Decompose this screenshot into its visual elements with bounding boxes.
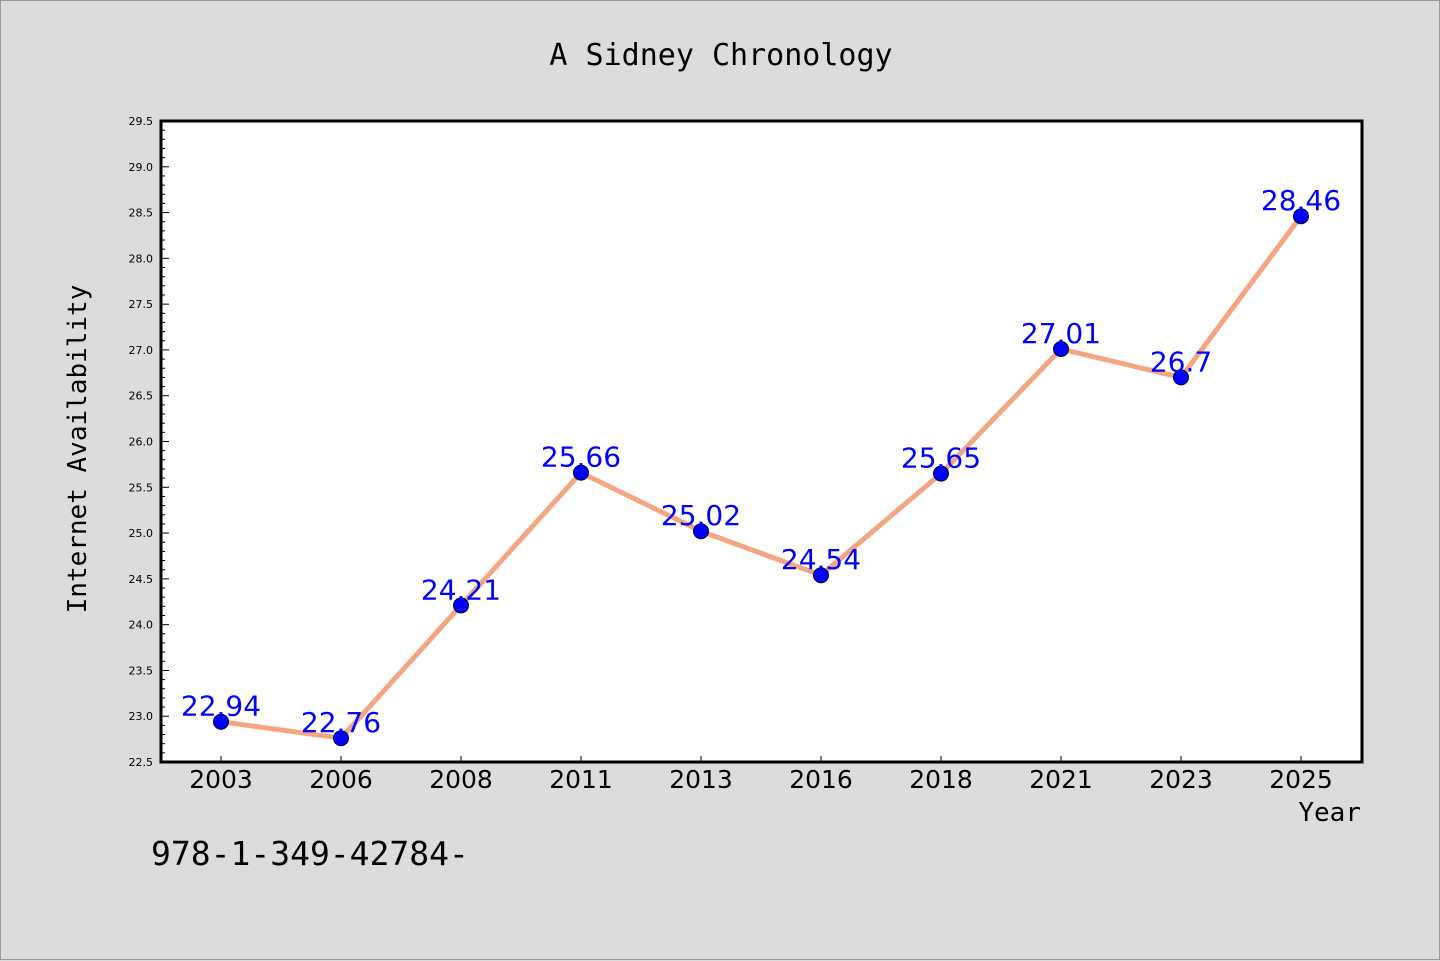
- footnote: 978-1-349-42784-: [151, 834, 469, 873]
- data-point: [213, 713, 229, 730]
- data-point: [1293, 208, 1309, 225]
- y-axis-label: Internet Availability: [63, 285, 93, 614]
- series-layer: [213, 208, 1309, 747]
- x-tick-label: 2006: [309, 765, 373, 794]
- plot-area: [161, 121, 1362, 762]
- x-tick-label: 2003: [189, 765, 253, 794]
- x-tick-label: 2021: [1029, 765, 1093, 794]
- data-label: 22.76: [301, 706, 381, 739]
- y-tick-label: 24.0: [129, 619, 154, 632]
- data-label: 24.54: [781, 543, 861, 576]
- y-tick-label: 27.5: [129, 298, 154, 311]
- y-tick-label: 22.5: [129, 756, 154, 769]
- data-point: [693, 523, 709, 540]
- x-tick-label: 2016: [789, 765, 853, 794]
- y-tick-label: 25.0: [129, 527, 154, 540]
- plot-border: [159, 119, 1364, 764]
- data-label: 25.65: [901, 442, 981, 475]
- data-point: [1053, 341, 1069, 358]
- data-label: 25.02: [661, 499, 741, 532]
- data-point: [1173, 369, 1189, 386]
- x-tick-label: 2018: [909, 765, 973, 794]
- data-point: [933, 465, 949, 482]
- data-point: [333, 730, 349, 747]
- y-tick-label: 24.5: [129, 573, 154, 586]
- data-point: [813, 567, 829, 584]
- data-label: 25.66: [541, 441, 621, 474]
- y-tick-label: 23.5: [129, 664, 154, 677]
- series-line: [218, 213, 1304, 741]
- data-label: 28.46: [1261, 184, 1341, 217]
- x-tick-label: 2008: [429, 765, 493, 794]
- x-tick-label: 2011: [549, 765, 613, 794]
- data-point: [573, 464, 589, 481]
- y-tick-label: 27.0: [129, 344, 154, 357]
- x-tick-label: 2023: [1149, 765, 1213, 794]
- y-tick-label: 28.0: [129, 252, 154, 265]
- y-tick-label: 26.0: [129, 436, 154, 449]
- data-point: [453, 597, 469, 614]
- y-tick-label: 28.5: [129, 207, 154, 220]
- y-tick-label: 26.5: [129, 390, 154, 403]
- y-tick-label: 29.5: [129, 115, 154, 128]
- data-label: 24.21: [421, 573, 501, 606]
- y-tick-label: 23.0: [129, 710, 154, 723]
- data-label: 22.94: [181, 690, 261, 723]
- x-tick-label: 2025: [1269, 765, 1333, 794]
- x-axis-label: Year: [1298, 798, 1361, 828]
- data-label: 27.01: [1021, 317, 1101, 350]
- x-tick-label: 2013: [669, 765, 733, 794]
- x-axis-ticks: 2003 2006 2008 2011 2013 2016 2018 2021 2023 2025: [189, 756, 1333, 794]
- y-tick-label: 29.0: [129, 161, 154, 174]
- data-label-layer: 22.94 22.76 24.21 25.66 25.02 24.54 25.65 27.01…: [181, 184, 1341, 739]
- y-tick-label: 25.5: [129, 481, 154, 494]
- chart-title: A Sidney Chronology: [549, 38, 892, 73]
- data-label: 26.7: [1150, 345, 1212, 378]
